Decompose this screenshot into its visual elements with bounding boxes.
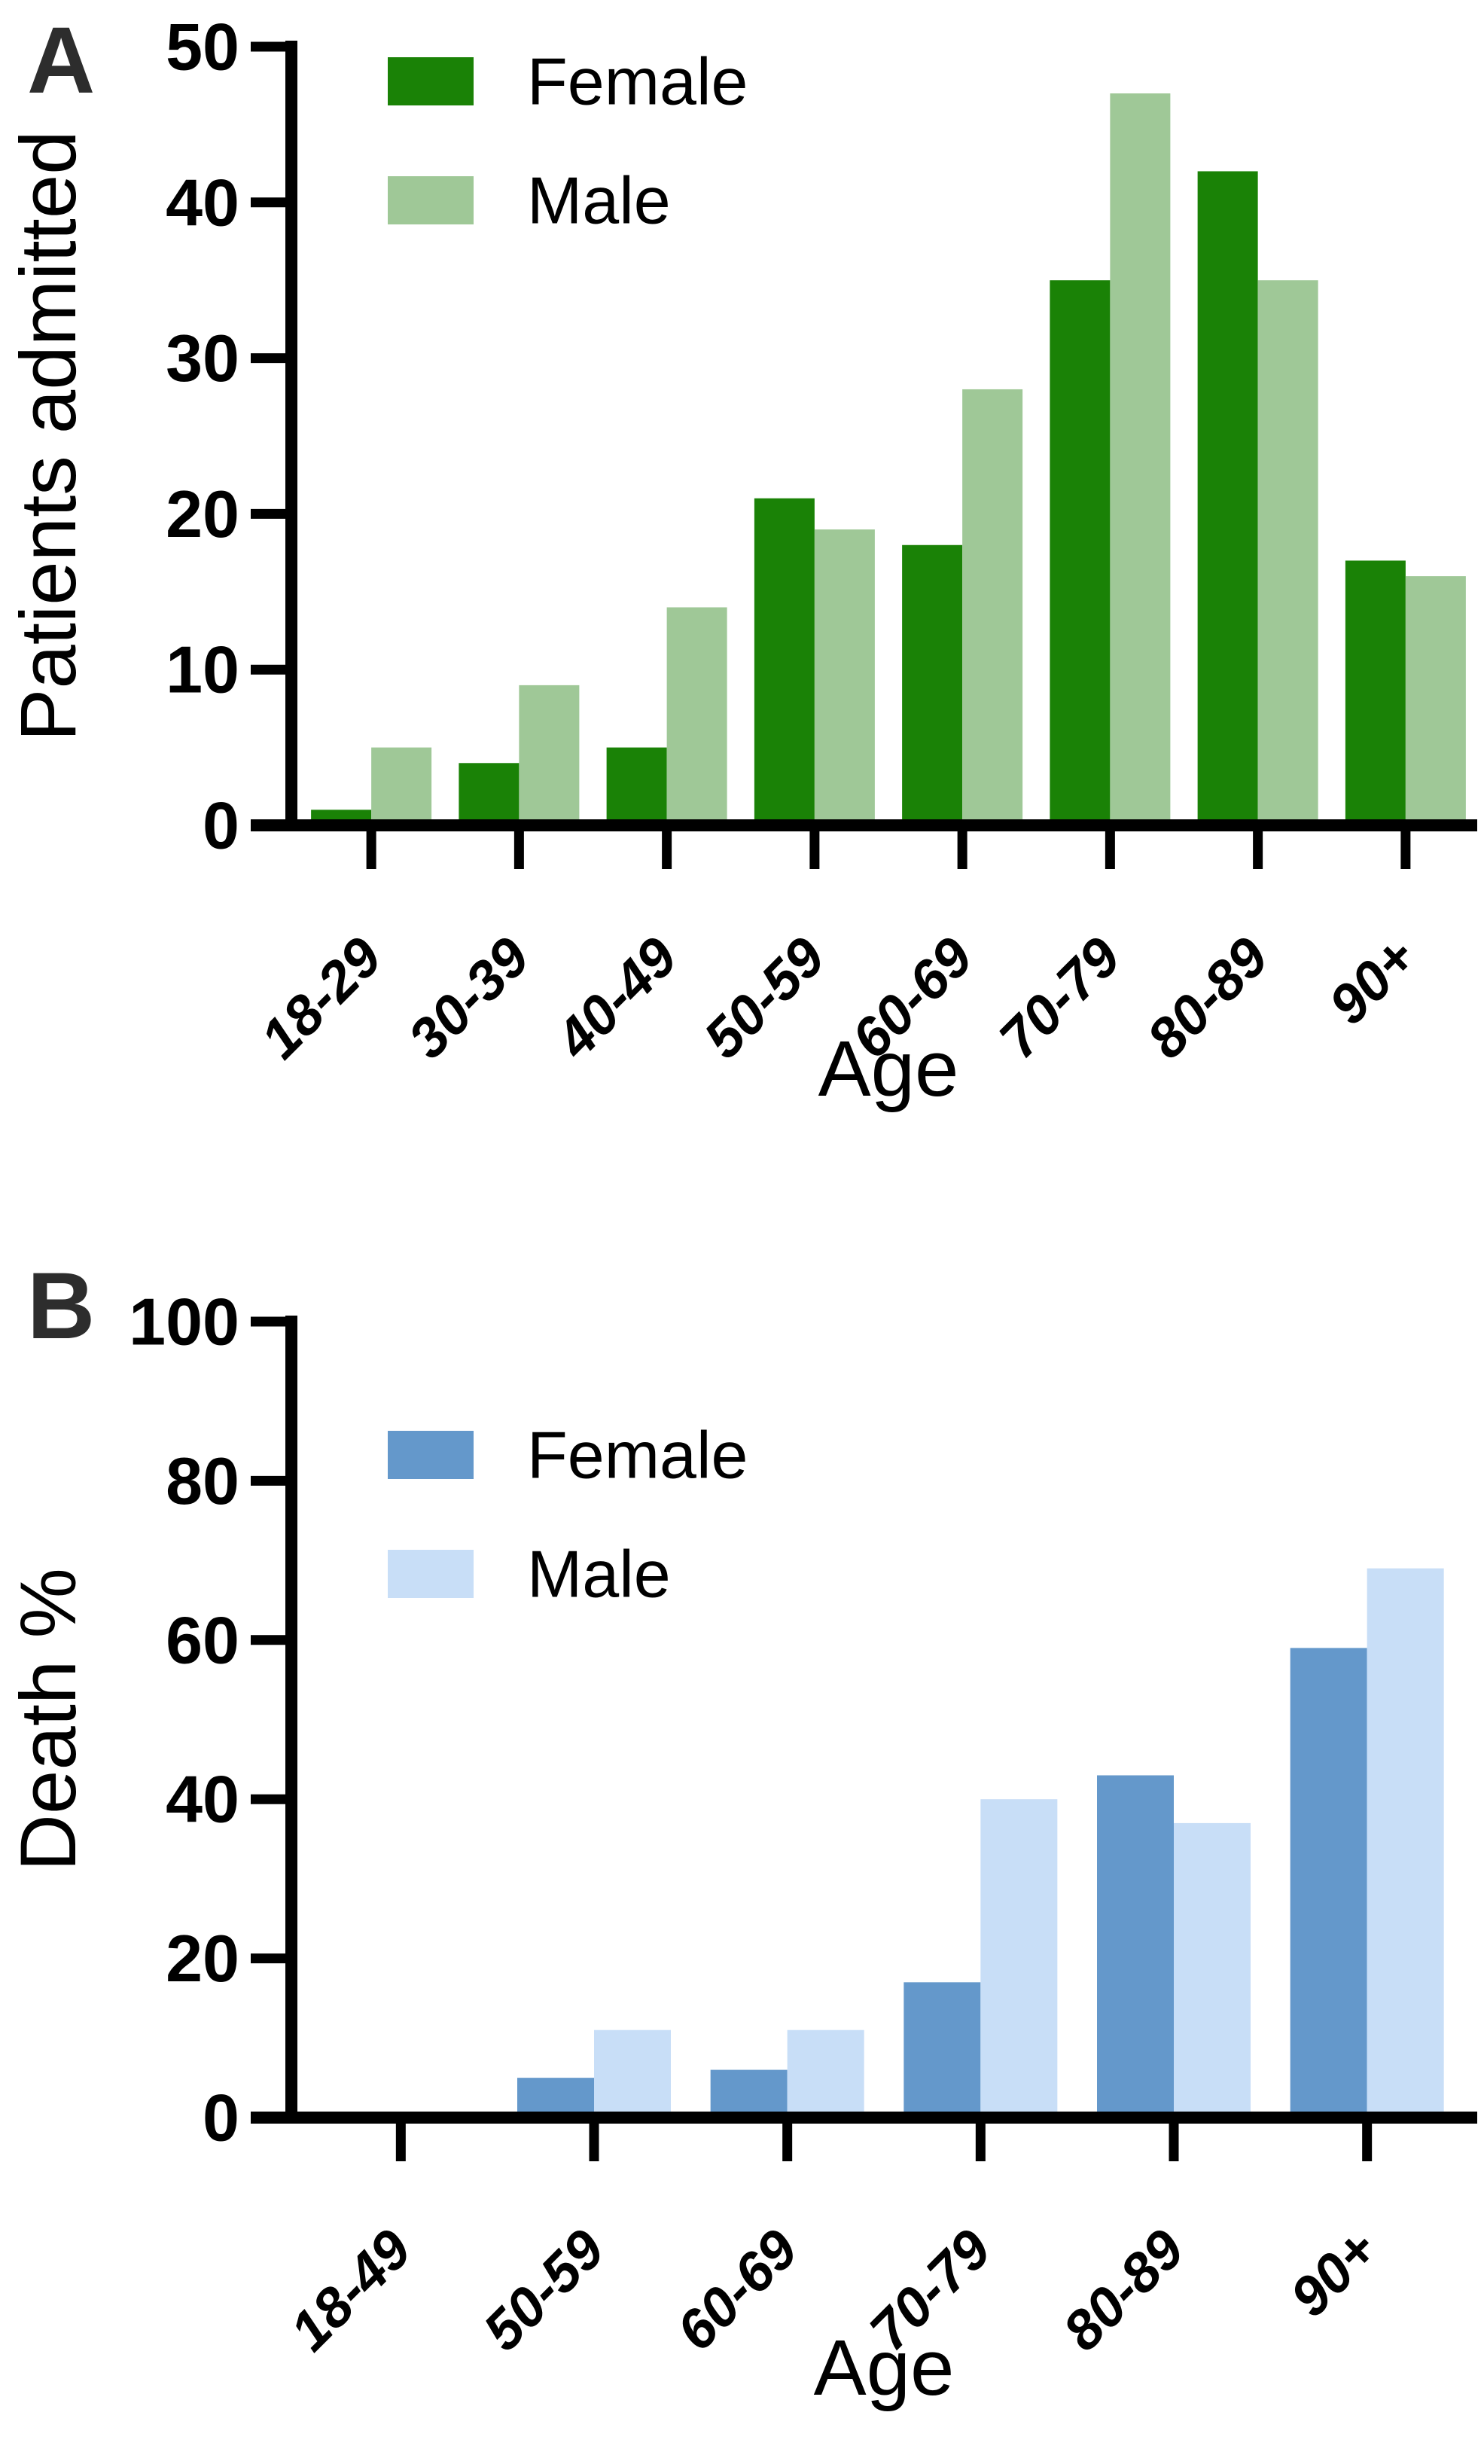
legend-label-male: Male xyxy=(527,1537,671,1612)
bar-A-male-30-39 xyxy=(519,685,580,825)
panel-label-B: B xyxy=(27,1254,96,1359)
y-tick-label: 60 xyxy=(166,1603,239,1677)
bar-B-male-50-59 xyxy=(594,2029,671,2118)
bar-A-male-90+ xyxy=(1405,576,1466,825)
x-axis-title: Age xyxy=(818,1025,959,1113)
legend-swatch-female xyxy=(388,57,474,105)
y-tick-label: 0 xyxy=(203,788,239,863)
bar-B-female-80-89 xyxy=(1097,1775,1174,2118)
x-axis-title: Age xyxy=(814,2324,955,2412)
x-category-label: 80-89 xyxy=(1135,926,1280,1071)
panel-label-A: A xyxy=(27,8,96,113)
bar-A-male-80-89 xyxy=(1257,280,1318,825)
bar-A-female-90+ xyxy=(1345,560,1406,825)
x-category-label: 18-29 xyxy=(248,926,394,1071)
x-category-label: 90+ xyxy=(1278,2218,1389,2328)
legend-swatch-female xyxy=(388,1431,474,1479)
legend-label-female: Female xyxy=(527,1418,748,1493)
bar-A-male-18-29 xyxy=(371,747,432,825)
legend-swatch-male xyxy=(388,1550,474,1598)
bar-B-male-60-69 xyxy=(787,2029,864,2118)
y-tick-label: 50 xyxy=(166,10,239,84)
y-tick-label: 100 xyxy=(129,1285,239,1359)
bar-A-female-40-49 xyxy=(606,747,667,825)
x-category-label: 60-69 xyxy=(664,2218,809,2363)
bar-A-male-60-69 xyxy=(962,389,1023,825)
bar-A-male-50-59 xyxy=(814,529,875,825)
y-tick-label: 10 xyxy=(166,633,239,707)
bar-A-male-70-79 xyxy=(1110,93,1171,826)
x-category-label: 30-39 xyxy=(396,926,541,1071)
bar-B-male-90+ xyxy=(1367,1568,1444,2118)
bar-A-female-30-39 xyxy=(459,763,520,825)
legend-label-female: Female xyxy=(527,44,748,119)
y-tick-label: 30 xyxy=(166,321,239,395)
bar-B-male-70-79 xyxy=(980,1799,1058,2118)
y-tick-label: 40 xyxy=(166,165,239,239)
bar-A-female-50-59 xyxy=(754,498,815,825)
y-tick-label: 20 xyxy=(166,1921,239,1996)
y-tick-label: 20 xyxy=(166,477,239,551)
x-category-label: 70-79 xyxy=(987,926,1132,1071)
bar-B-female-90+ xyxy=(1290,1648,1367,2118)
x-category-label: 80-89 xyxy=(1051,2218,1196,2363)
x-category-label: 90+ xyxy=(1317,926,1428,1036)
bar-B-male-80-89 xyxy=(1174,1822,1251,2118)
bar-A-male-40-49 xyxy=(666,607,727,825)
legend-label-male: Male xyxy=(527,163,671,238)
x-category-label: 50-59 xyxy=(471,2218,617,2363)
x-category-label: 18-49 xyxy=(278,2218,423,2363)
bar-B-female-60-69 xyxy=(710,2069,788,2118)
x-category-label: 40-49 xyxy=(543,926,689,1072)
legend-swatch-male xyxy=(388,176,474,224)
bar-A-female-60-69 xyxy=(902,544,963,825)
bar-B-female-50-59 xyxy=(517,2078,594,2118)
y-tick-label: 0 xyxy=(203,2081,239,2155)
bar-B-female-70-79 xyxy=(904,1982,981,2118)
x-category-label: 50-59 xyxy=(692,926,837,1071)
y-axis-title: Death % xyxy=(5,1568,93,1871)
bar-A-female-70-79 xyxy=(1050,280,1111,825)
y-axis-title: Patients admitted xyxy=(5,130,93,741)
y-tick-label: 40 xyxy=(166,1762,239,1837)
bar-A-female-80-89 xyxy=(1197,171,1258,825)
y-tick-label: 80 xyxy=(166,1444,239,1518)
